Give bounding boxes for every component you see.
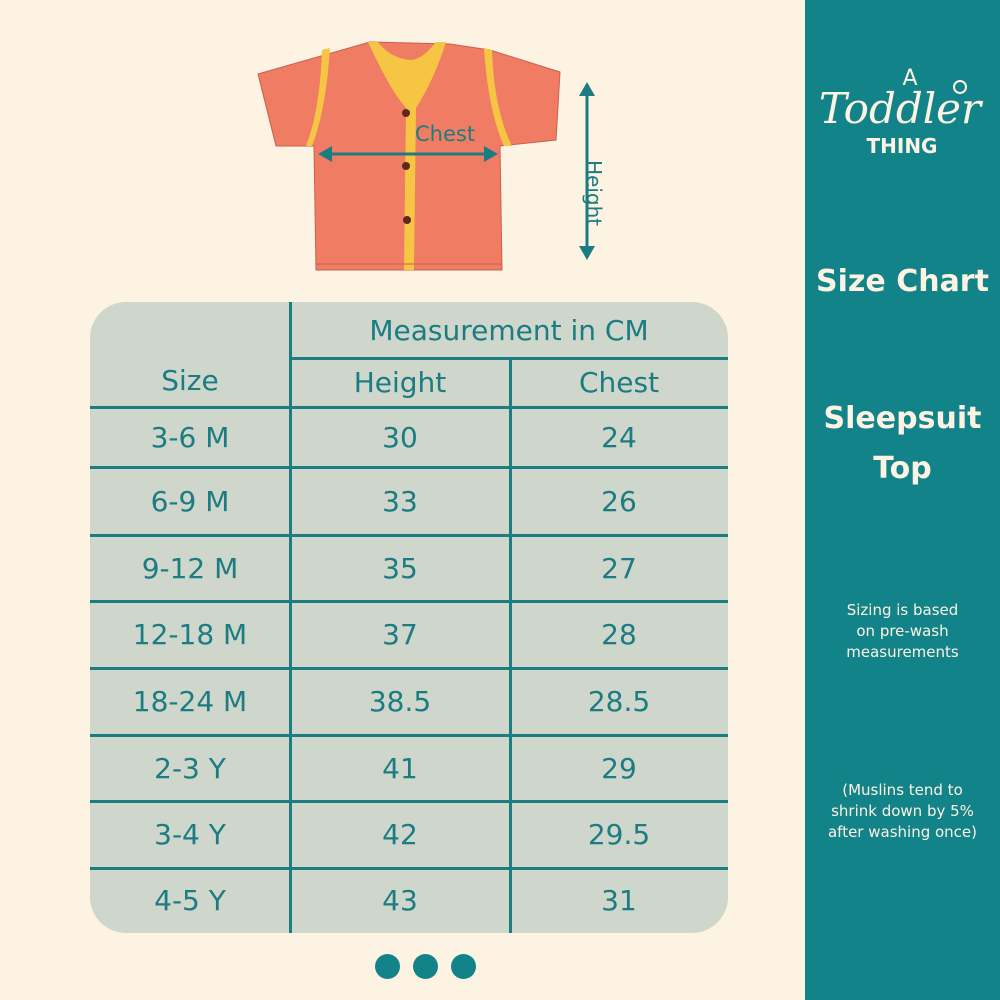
note-line: shrink down by 5% [831, 802, 974, 820]
divider [509, 358, 512, 933]
size-cell: 18-24 M [132, 685, 248, 718]
size-header: Size [161, 363, 219, 397]
size-cell: 12-18 M [132, 618, 248, 651]
row-divider [90, 466, 728, 469]
height-cell: 43 [382, 884, 418, 917]
svg-text:THING: THING [867, 134, 938, 158]
size-cell: 4-5 Y [154, 884, 226, 917]
chest-cell: 31 [601, 884, 637, 917]
size-table: Size Measurement in CM Height Chest 3-6 … [90, 302, 728, 933]
carousel-dot[interactable] [375, 954, 400, 979]
divider [289, 302, 292, 933]
height-cell: 35 [382, 551, 418, 585]
chest-cell: 28.5 [587, 685, 651, 718]
chest-cell: 29 [601, 751, 637, 785]
row-divider [90, 667, 728, 670]
note-line: on pre-wash [856, 622, 949, 640]
row-divider [90, 734, 728, 737]
row-divider [90, 534, 728, 537]
height-cell: 42 [382, 818, 418, 851]
sizing-note: Sizing is based on pre-wash measurements [805, 600, 1000, 663]
size-cell: 9-12 M [141, 551, 239, 585]
height-header: Height [353, 366, 447, 399]
chest-cell: 26 [601, 484, 637, 518]
chest-cell: 29.5 [587, 818, 651, 851]
height-cell: 38.5 [368, 685, 432, 718]
note-line: (Muslins tend to [842, 781, 963, 799]
row-divider [90, 800, 728, 803]
svg-text:Toddler: Toddler [819, 84, 984, 133]
height-cell: 37 [382, 618, 418, 651]
info-panel: A Toddler THING Size Chart Sleepsuit Top… [805, 0, 1000, 1000]
shrink-note: (Muslins tend to shrink down by 5% after… [805, 780, 1000, 843]
brand-logo: A Toddler THING [805, 55, 1000, 165]
chest-cell: 28 [601, 618, 637, 651]
chest-label: Chest [415, 122, 476, 146]
size-cell: 3-6 M [150, 420, 230, 454]
product-name-line1: Sleepsuit [823, 401, 982, 436]
size-cell: 2-3 Y [154, 751, 226, 785]
height-cell: 41 [382, 751, 418, 785]
height-label: Height [582, 160, 606, 227]
shirt-diagram: Chest Height [250, 30, 630, 280]
size-cell: 6-9 M [150, 484, 230, 518]
group-header: Measurement in CM [369, 313, 649, 347]
note-line: Sizing is based [846, 601, 959, 619]
height-cell: 30 [382, 420, 418, 454]
row-divider [90, 406, 728, 409]
row-divider [90, 867, 728, 870]
size-cell: 3-4 Y [154, 818, 226, 851]
panel-title: Size Chart [816, 264, 989, 299]
height-cell: 33 [382, 484, 418, 518]
chest-cell: 27 [601, 551, 637, 585]
product-name-line2: Top [873, 451, 932, 486]
carousel-dot[interactable] [413, 954, 438, 979]
carousel-dot[interactable] [451, 954, 476, 979]
row-divider [90, 600, 728, 603]
note-line: measurements [846, 643, 959, 661]
svg-text:A: A [902, 66, 917, 91]
chest-cell: 24 [601, 420, 637, 454]
note-line: after washing once) [827, 823, 977, 841]
chest-header: Chest [578, 366, 660, 399]
